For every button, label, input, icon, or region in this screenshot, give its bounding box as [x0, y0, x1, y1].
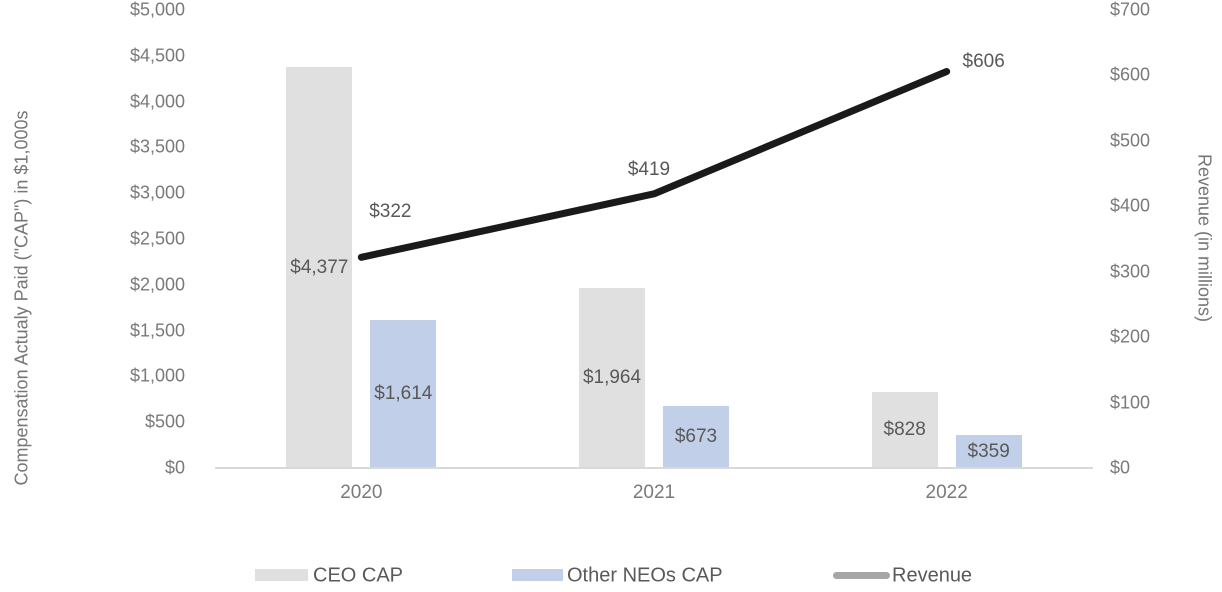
bar-data-label: $4,377: [290, 256, 349, 278]
y-axis-left-tick: $4,000: [129, 91, 185, 112]
bar-ceo-cap-2022: [871, 392, 938, 467]
y-axis-left-tick: $3,500: [129, 136, 185, 157]
y-axis-left-tick: $0: [164, 457, 185, 478]
y-axis-left-tick: $1,000: [129, 365, 185, 386]
bar-data-label: $673: [674, 426, 718, 448]
y-axis-right-tick: $600: [1110, 64, 1151, 85]
y-axis-left-tick: $5,000: [129, 0, 185, 20]
revenue-line-path: [357, 68, 951, 261]
y-axis-right-tick: $200: [1110, 326, 1151, 347]
bar-ceo-cap-2021: [579, 288, 645, 467]
line-data-label: $322: [369, 201, 412, 223]
x-axis-tick: 2021: [632, 482, 676, 503]
y-axis-left-tick: $4,500: [129, 45, 185, 66]
y-axis-right-tick: $400: [1110, 195, 1151, 216]
bar-data-label: $359: [967, 440, 1010, 462]
bar-ceo-cap-2020: [286, 67, 353, 467]
bar-other-neos-cap-2020: [370, 320, 437, 467]
revenue-line: [357, 68, 951, 261]
y-axis-right-tick: $100: [1110, 392, 1151, 413]
bar-data-label: $828: [883, 419, 926, 441]
legend-label-other-neos-cap: Other NEOs CAP: [567, 564, 723, 587]
x-axis-tick: 2020: [340, 482, 383, 503]
y-axis-left-tick: $1,500: [129, 320, 185, 341]
bar-other-neos-cap-2021: [663, 406, 729, 467]
bar-other-neos-cap-2022: [955, 435, 1022, 467]
legend-label-ceo-cap: CEO CAP: [313, 564, 404, 587]
y-axis-right-tick: $0: [1110, 457, 1131, 478]
bar-data-label: $1,964: [582, 367, 642, 389]
y-axis-left-tick: $3,000: [129, 182, 185, 203]
legend-label-revenue: Revenue: [892, 564, 973, 587]
x-axis-line: [215, 467, 1093, 469]
bar-data-label: $1,614: [374, 383, 433, 405]
line-data-label: $419: [627, 158, 671, 180]
legend-swatch-ceo-cap: [255, 569, 308, 581]
legend-swatch-other-neos-cap: [512, 569, 563, 581]
legend-swatch-revenue: [833, 572, 890, 579]
left-axis-title: Compensation Actualy Paid ("CAP") in $1,…: [11, 110, 32, 486]
y-axis-left-tick: $500: [144, 411, 185, 432]
y-axis-left-tick: $2,000: [129, 274, 185, 295]
y-axis-right-tick: $700: [1110, 0, 1151, 20]
y-axis-right-tick: $500: [1110, 130, 1151, 151]
x-axis-tick: 2022: [925, 482, 968, 503]
y-axis-right-tick: $300: [1110, 261, 1151, 282]
y-axis-left-tick: $2,500: [129, 228, 185, 249]
line-data-label: $606: [962, 50, 1005, 72]
right-axis-title: Revenue (in millions): [1194, 153, 1215, 323]
